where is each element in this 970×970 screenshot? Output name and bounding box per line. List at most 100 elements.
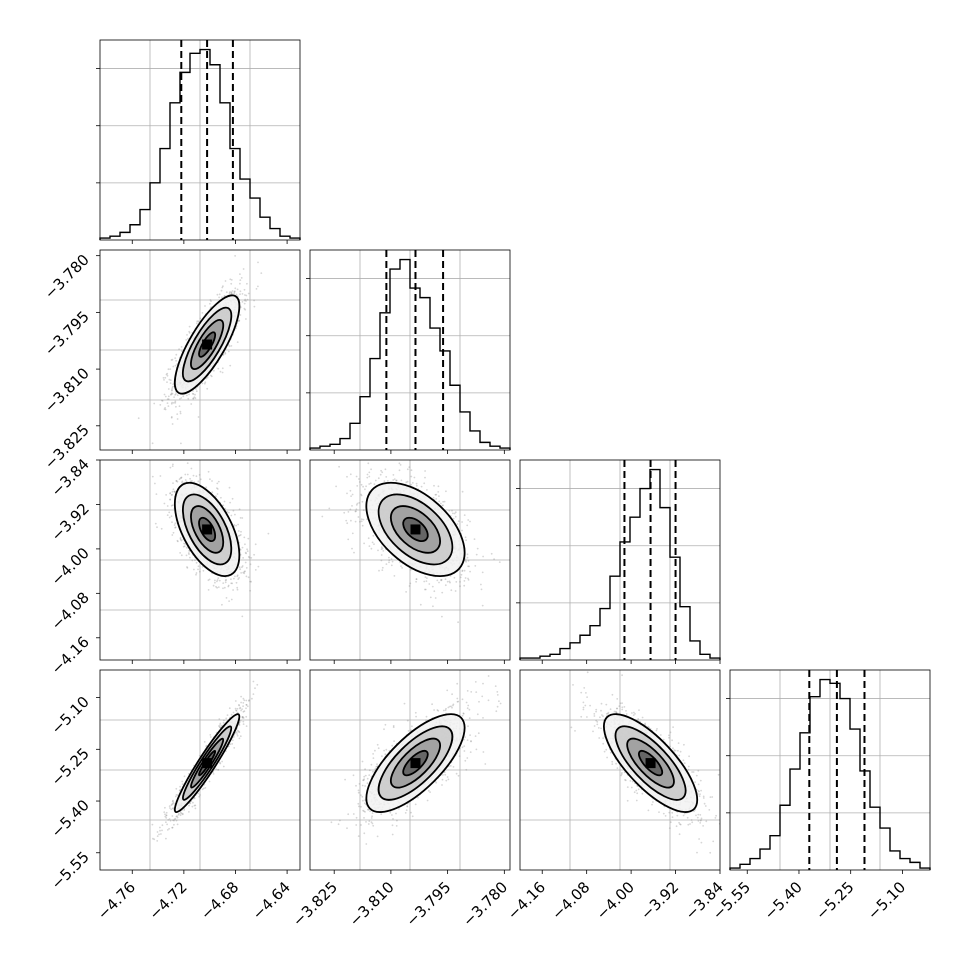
scatter-point [460,573,463,576]
scatter-point [435,498,438,500]
scatter-point [171,401,174,404]
scatter-point [467,577,469,580]
scatter-point [267,532,270,535]
scatter-point [170,392,173,395]
scatter-point [171,490,174,493]
scatter-point [335,485,337,488]
scatter-point [179,552,182,554]
scatter-point [440,579,443,581]
scatter-point [360,493,362,496]
contour-0 [402,516,429,543]
contour-1 [390,505,441,554]
scatter-point [424,476,426,479]
scatter-point [381,471,384,474]
scatter-point [358,502,361,504]
scatter-point [191,805,194,808]
scatter-point [241,301,244,303]
scatter-point [166,372,169,375]
scatter-point [170,494,173,496]
scatter-point [444,584,447,587]
contour-3 [365,481,466,578]
scatter-point [209,299,212,301]
scatter-point [385,476,388,478]
scatter-point [482,555,484,558]
scatter-point [179,789,181,791]
scatter-point [236,711,239,714]
scatter-point [356,485,359,487]
scatter-point [239,293,241,296]
scatter-point [236,734,239,737]
contour-1 [190,319,225,370]
scatter-point [432,496,435,499]
scatter-point [161,824,164,827]
scatter-point [475,553,478,556]
scatter-point [349,508,352,511]
scatter-point [247,555,250,558]
scatter-point [237,578,240,580]
scatter-point [219,722,222,725]
scatter-point [224,351,227,354]
scatter-point [257,565,260,568]
scatter-point [400,565,402,567]
scatter-point [368,471,371,474]
scatter-point [176,394,179,397]
scatter-point [225,579,228,581]
scatter-point [363,542,365,545]
scatter-point [171,387,174,389]
scatter-point [392,474,395,476]
scatter-point [245,704,248,706]
scatter-point [234,575,236,578]
scatter-point [168,827,171,830]
scatter-point [180,539,183,542]
scatter-point [444,578,447,581]
scatter-point [235,524,238,527]
scatter-point [241,615,244,618]
scatter-point [176,480,179,483]
scatter-point [353,551,355,554]
scatter-point [411,482,414,484]
scatter-point [351,505,353,507]
scatter-point [231,290,234,292]
scatter-point [172,383,175,386]
scatter-point [367,462,370,465]
scatter-point [219,370,222,373]
scatter-point [408,466,411,468]
scatter-point [194,393,196,396]
scatter-point [434,597,437,599]
scatter-point [366,476,369,479]
scatter-point [388,561,390,564]
scatter-point [172,365,175,368]
scatter-point [174,526,177,529]
scatter-point [241,517,244,519]
scatter-point [247,537,250,540]
scatter-point [360,494,363,497]
scatter-point [240,709,243,712]
scatter-point [162,377,165,379]
scatter-point [173,491,176,493]
scatter-point [253,305,256,308]
scatter-point [239,290,242,293]
scatter-point [229,278,232,281]
scatter-point [215,495,217,498]
scatter-point [194,397,197,400]
scatter-point [436,579,439,582]
scatter-point [239,517,242,519]
scatter-point [400,479,403,482]
scatter-point [192,397,195,400]
panel-2-1 [309,459,511,664]
scatter-point [236,586,239,589]
scatter-point [166,374,169,377]
scatter-point [408,585,411,587]
scatter-point [216,493,219,495]
scatter-point [250,557,253,559]
scatter-point [230,514,233,517]
scatter-point [243,307,246,310]
scatter-point [204,787,207,789]
scatter-point [228,345,231,348]
scatter-point [231,497,234,500]
scatter-point [446,580,449,583]
scatter-point [369,482,372,485]
scatter-point [217,769,219,771]
scatter-point [166,514,169,516]
scatter-point [178,405,181,408]
